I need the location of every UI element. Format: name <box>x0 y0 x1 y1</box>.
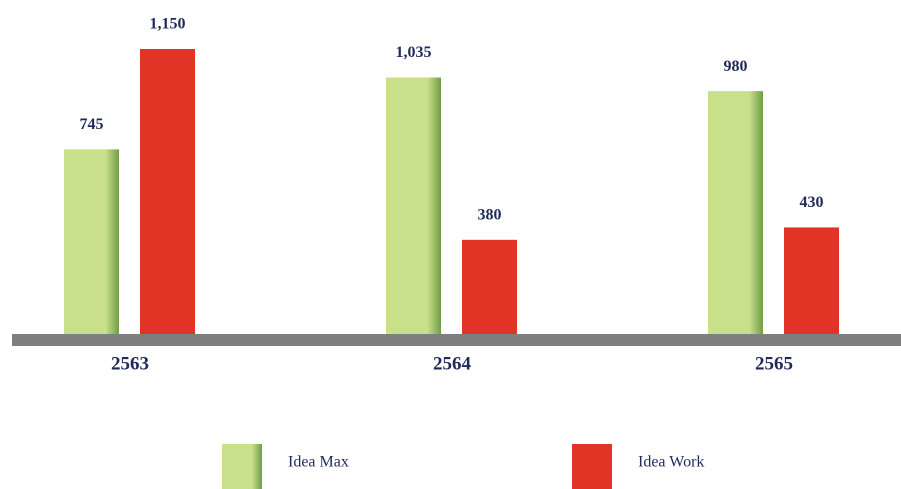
x-tick-label: 2563 <box>111 353 149 374</box>
x-tick-label: 2564 <box>433 353 472 374</box>
x-tick-label: 2565 <box>755 353 793 374</box>
bar <box>462 239 517 334</box>
bar <box>140 49 195 334</box>
value-label: 430 <box>800 194 824 211</box>
bar <box>64 149 119 334</box>
value-label: 1,035 <box>396 44 432 61</box>
legend-label: Idea Work <box>638 454 704 471</box>
value-label: 380 <box>478 206 502 223</box>
bar <box>784 227 839 334</box>
legend-swatch <box>222 444 262 489</box>
value-label: 1,150 <box>150 16 186 33</box>
bar <box>386 77 441 334</box>
legend-swatch <box>572 444 612 489</box>
value-label: 745 <box>80 116 104 133</box>
legend-label: Idea Max <box>288 454 349 471</box>
baseline <box>12 334 901 346</box>
bar <box>708 91 763 334</box>
value-label: 980 <box>724 58 748 75</box>
